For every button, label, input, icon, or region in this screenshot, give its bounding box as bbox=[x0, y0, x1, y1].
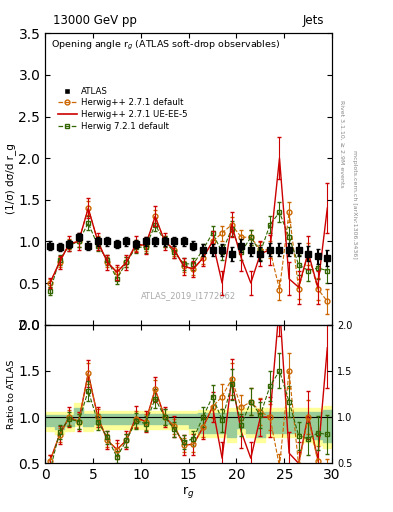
Legend: ATLAS, Herwig++ 2.7.1 default, Herwig++ 2.7.1 UE-EE-5, Herwig 7.2.1 default: ATLAS, Herwig++ 2.7.1 default, Herwig++ … bbox=[55, 84, 190, 133]
Text: Opening angle r$_g$ (ATLAS soft-drop observables): Opening angle r$_g$ (ATLAS soft-drop obs… bbox=[51, 39, 280, 52]
Y-axis label: (1/σ) dσ/d r_g: (1/σ) dσ/d r_g bbox=[5, 143, 16, 215]
Y-axis label: Ratio to ATLAS: Ratio to ATLAS bbox=[7, 359, 16, 429]
Text: Rivet 3.1.10, ≥ 2.9M events: Rivet 3.1.10, ≥ 2.9M events bbox=[339, 99, 344, 187]
Text: ATLAS_2019_I1772062: ATLAS_2019_I1772062 bbox=[141, 291, 236, 300]
X-axis label: r$_g$: r$_g$ bbox=[182, 484, 195, 500]
Text: Jets: Jets bbox=[303, 14, 324, 27]
Text: mcplots.cern.ch [arXiv:1306.3436]: mcplots.cern.ch [arXiv:1306.3436] bbox=[352, 151, 357, 259]
Text: 13000 GeV pp: 13000 GeV pp bbox=[53, 14, 137, 27]
